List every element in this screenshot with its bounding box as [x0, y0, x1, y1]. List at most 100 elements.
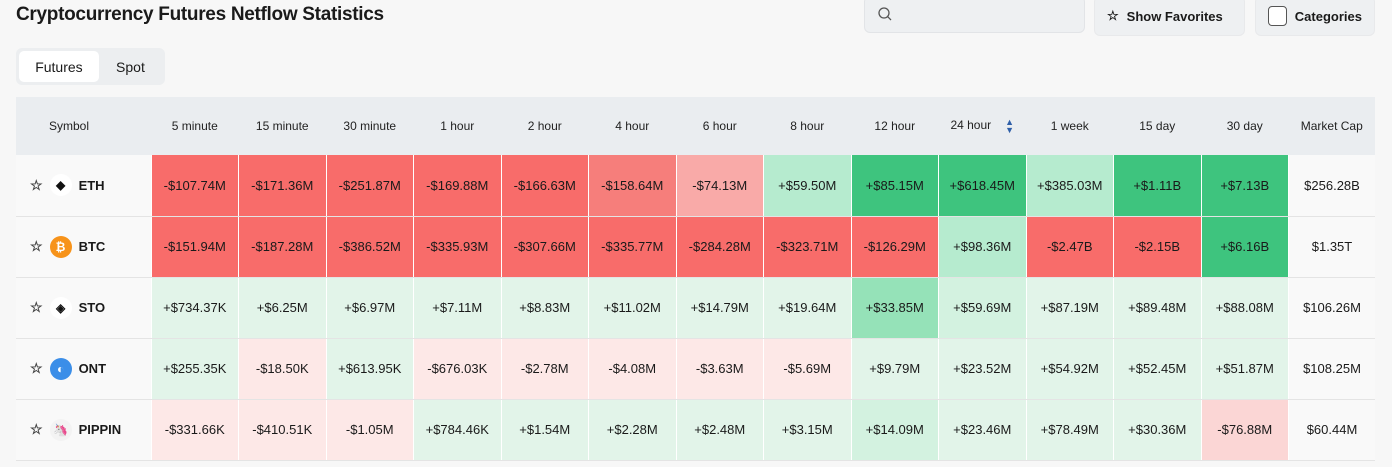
netflow-cell-1-week: +$54.92M: [1026, 338, 1114, 400]
netflow-cell-2-hour: +$8.83M: [501, 277, 589, 339]
table-row[interactable]: ☆ ₿ BTC -$151.94M -$187.28M -$386.52M -$335.93…: [16, 216, 1375, 278]
netflow-cell-30-day: -$76.88M: [1201, 399, 1289, 461]
netflow-cell-24-hour: +$59.69M: [938, 277, 1027, 339]
netflow-cell-12-hour: +$14.09M: [851, 399, 939, 461]
tab-futures[interactable]: Futures: [19, 51, 99, 82]
symbol-name: STO: [78, 300, 106, 315]
search-icon: [878, 7, 892, 21]
market-cap-cell: $1.35T: [1288, 216, 1375, 278]
netflow-cell-24-hour: +$618.45M: [938, 155, 1027, 217]
column-header-12-hour[interactable]: 12 hour: [851, 97, 939, 155]
netflow-cell-6-hour: +$2.48M: [676, 399, 764, 461]
netflow-cell-12-hour: +$33.85M: [851, 277, 939, 339]
netflow-cell-15-minute: -$187.28M: [238, 216, 327, 278]
star-icon: ☆: [1107, 8, 1119, 23]
eth-icon: ◆: [49, 174, 72, 197]
netflow-cell-15-day: +$89.48M: [1113, 277, 1202, 339]
symbol-name: PIPPIN: [78, 422, 122, 437]
netflow-cell-1-hour: -$169.88M: [413, 155, 502, 217]
table-row[interactable]: ☆ ◈ STO +$734.37K +$6.25M +$6.97M +$7.11M +$8.8…: [16, 277, 1375, 339]
column-header-15-minute[interactable]: 15 minute: [238, 97, 326, 155]
column-header-label: 12 hour: [874, 119, 916, 133]
column-header-label: 15 day: [1139, 119, 1176, 133]
symbol-cell: ☆ 🦄 PIPPIN: [16, 399, 152, 461]
symbol-name: ETH: [78, 177, 105, 193]
netflow-cell-15-day: -$2.15B: [1113, 216, 1202, 278]
column-header-2-hour[interactable]: 2 hour: [501, 97, 589, 155]
column-header-label: 24 hour: [950, 118, 992, 133]
column-header-label: 8 hour: [790, 119, 825, 133]
favorite-star-icon[interactable]: ☆: [30, 421, 43, 437]
show-favorites-button[interactable]: ☆ Show Favorites: [1094, 0, 1245, 36]
market-cap-cell: $256.28B: [1288, 155, 1375, 217]
pippin-icon: 🦄: [49, 418, 72, 441]
netflow-cell-30-day: +$7.13B: [1201, 155, 1289, 217]
netflow-cell-4-hour: +$2.28M: [588, 399, 677, 461]
column-header-label: 15 minute: [255, 119, 309, 133]
column-header-1-week[interactable]: 1 week: [1026, 97, 1114, 155]
column-header-30-minute[interactable]: 30 minute: [326, 97, 414, 155]
netflow-cell-1-hour: -$335.93M: [413, 216, 502, 278]
netflow-cell-24-hour: +$23.46M: [938, 399, 1027, 461]
netflow-cell-24-hour: +$23.52M: [938, 338, 1027, 400]
market-cap-cell: $60.44M: [1288, 399, 1375, 461]
netflow-cell-12-hour: +$9.79M: [851, 338, 939, 400]
symbol-cell: ☆ ◆ ETH: [16, 155, 152, 217]
column-header-label: 6 hour: [702, 119, 737, 133]
netflow-cell-5-minute: -$151.94M: [151, 216, 239, 278]
column-header-30-day[interactable]: 30 day: [1201, 97, 1289, 155]
column-header-24-hour[interactable]: 24 hour ▲ ▼: [938, 97, 1026, 155]
netflow-cell-30-day: +$88.08M: [1201, 277, 1289, 339]
netflow-cell-8-hour: -$5.69M: [763, 338, 852, 400]
netflow-cell-1-week: -$2.47B: [1026, 216, 1114, 278]
netflow-cell-2-hour: -$307.66M: [501, 216, 589, 278]
netflow-cell-12-hour: +$85.15M: [851, 155, 939, 217]
netflow-cell-5-minute: -$331.66K: [151, 399, 239, 461]
sto-icon: ◈: [49, 296, 72, 319]
column-header-8-hour[interactable]: 8 hour: [763, 97, 851, 155]
table-row[interactable]: ☆ ◐ ONT +$255.35K -$18.50K +$613.95K -$676.03K…: [16, 338, 1375, 400]
column-header-1-hour[interactable]: 1 hour: [413, 97, 501, 155]
column-header-4-hour[interactable]: 4 hour: [588, 97, 676, 155]
column-header-market-cap[interactable]: Market Cap: [1288, 97, 1375, 155]
netflow-table: Symbol 5 minute 15 minute 30 minute 1 hour 2 …: [16, 97, 1375, 461]
symbol-name: ONT: [78, 361, 107, 376]
favorite-star-icon[interactable]: ☆: [30, 299, 43, 315]
favorite-star-icon[interactable]: ☆: [30, 360, 43, 376]
symbol-cell: ☆ ◐ ONT: [16, 338, 152, 400]
column-header-label: 30 day: [1226, 119, 1263, 133]
categories-button[interactable]: Categories: [1255, 0, 1375, 36]
search-input[interactable]: [864, 0, 1085, 33]
show-favorites-label: Show Favorites: [1126, 8, 1223, 24]
table-row[interactable]: ☆ ◆ ETH -$107.74M -$171.36M -$251.87M -$169.88…: [16, 155, 1375, 217]
table-row[interactable]: ☆ 🦄 PIPPIN -$331.66K -$410.51K -$1.05M +$784.4…: [16, 399, 1375, 461]
column-header-label: Symbol: [49, 119, 90, 133]
tab-spot[interactable]: Spot: [116, 58, 145, 75]
netflow-cell-1-hour: +$7.11M: [413, 277, 502, 339]
column-header-15-day[interactable]: 15 day: [1113, 97, 1201, 155]
market-type-tabs: Futures Spot: [16, 48, 165, 85]
netflow-cell-1-hour: -$676.03K: [413, 338, 502, 400]
netflow-cell-4-hour: -$4.08M: [588, 338, 677, 400]
netflow-cell-2-hour: -$2.78M: [501, 338, 589, 400]
netflow-cell-4-hour: -$158.64M: [588, 155, 677, 217]
netflow-cell-1-hour: +$784.46K: [413, 399, 502, 461]
netflow-cell-30-minute: +$613.95K: [326, 338, 414, 400]
column-header-5-minute[interactable]: 5 minute: [151, 97, 239, 155]
market-cap-cell: $108.25M: [1288, 338, 1375, 400]
categories-checkbox[interactable]: [1268, 6, 1287, 26]
netflow-cell-2-hour: +$1.54M: [501, 399, 589, 461]
netflow-cell-6-hour: -$284.28M: [676, 216, 764, 278]
netflow-cell-30-day: +$51.87M: [1201, 338, 1289, 400]
categories-label: Categories: [1294, 8, 1362, 24]
sort-icon[interactable]: ▲ ▼: [1005, 117, 1015, 135]
netflow-cell-5-minute: +$255.35K: [151, 338, 239, 400]
netflow-cell-15-minute: -$18.50K: [238, 338, 327, 400]
netflow-cell-15-day: +$30.36M: [1113, 399, 1202, 461]
column-header-symbol[interactable]: Symbol: [16, 97, 151, 155]
column-header-label: 5 minute: [171, 119, 218, 133]
btc-icon: ₿: [49, 235, 72, 258]
favorite-star-icon[interactable]: ☆: [30, 238, 43, 254]
favorite-star-icon[interactable]: ☆: [30, 176, 43, 193]
column-header-6-hour[interactable]: 6 hour: [676, 97, 764, 155]
